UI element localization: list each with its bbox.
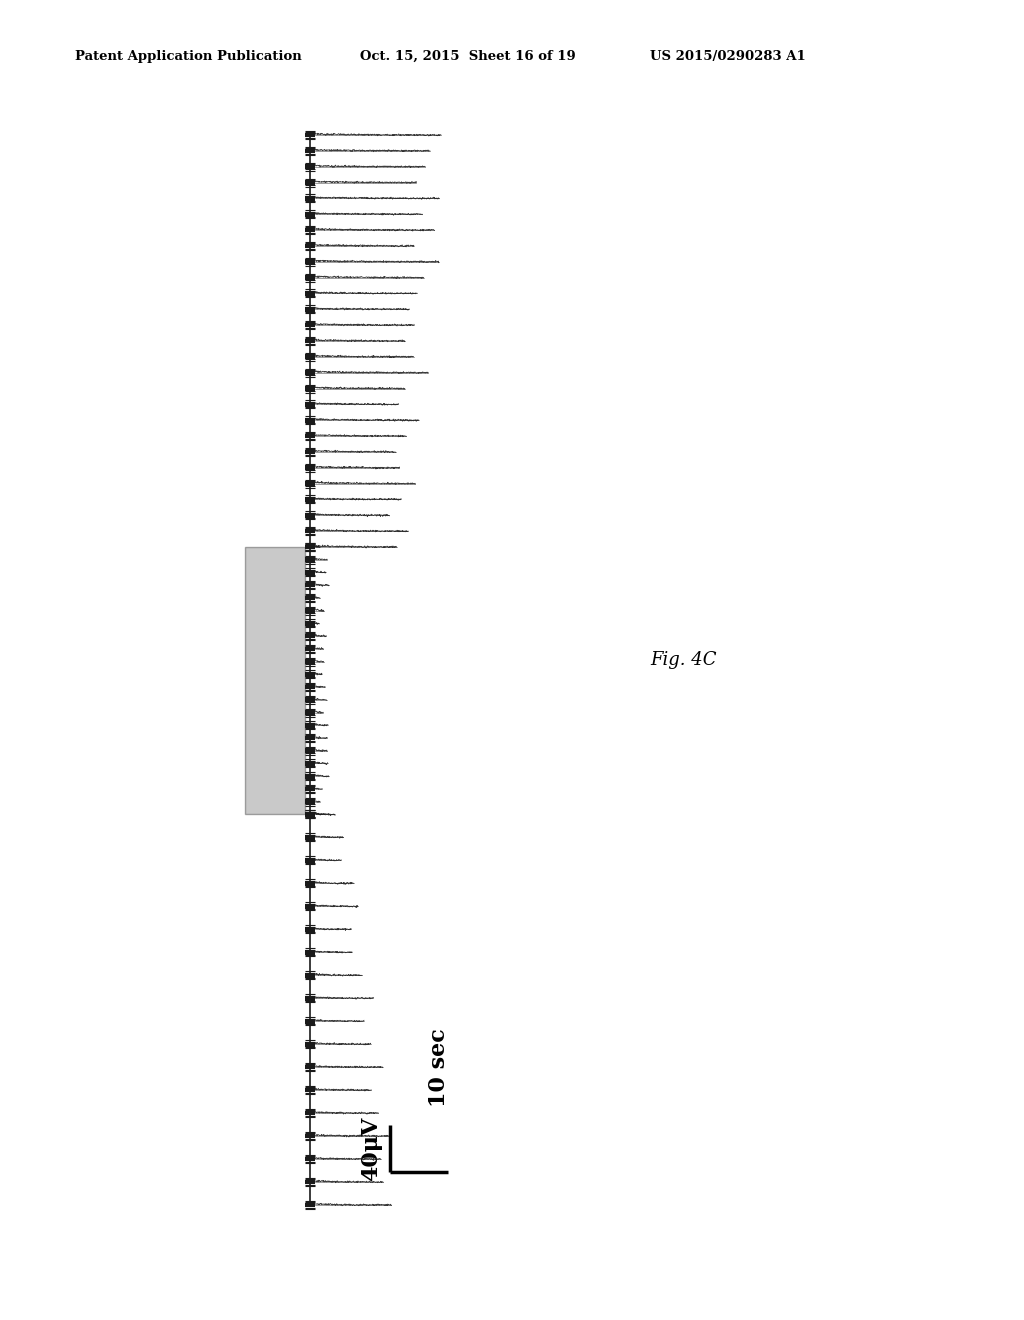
Text: Fig. 4C: Fig. 4C	[650, 651, 717, 669]
Text: Oct. 15, 2015  Sheet 16 of 19: Oct. 15, 2015 Sheet 16 of 19	[360, 50, 575, 63]
Text: 40μV: 40μV	[360, 1117, 382, 1180]
Text: Patent Application Publication: Patent Application Publication	[75, 50, 302, 63]
Text: 10 sec: 10 sec	[428, 1028, 450, 1107]
Bar	[245, 546, 305, 814]
Text: US 2015/0290283 A1: US 2015/0290283 A1	[650, 50, 806, 63]
